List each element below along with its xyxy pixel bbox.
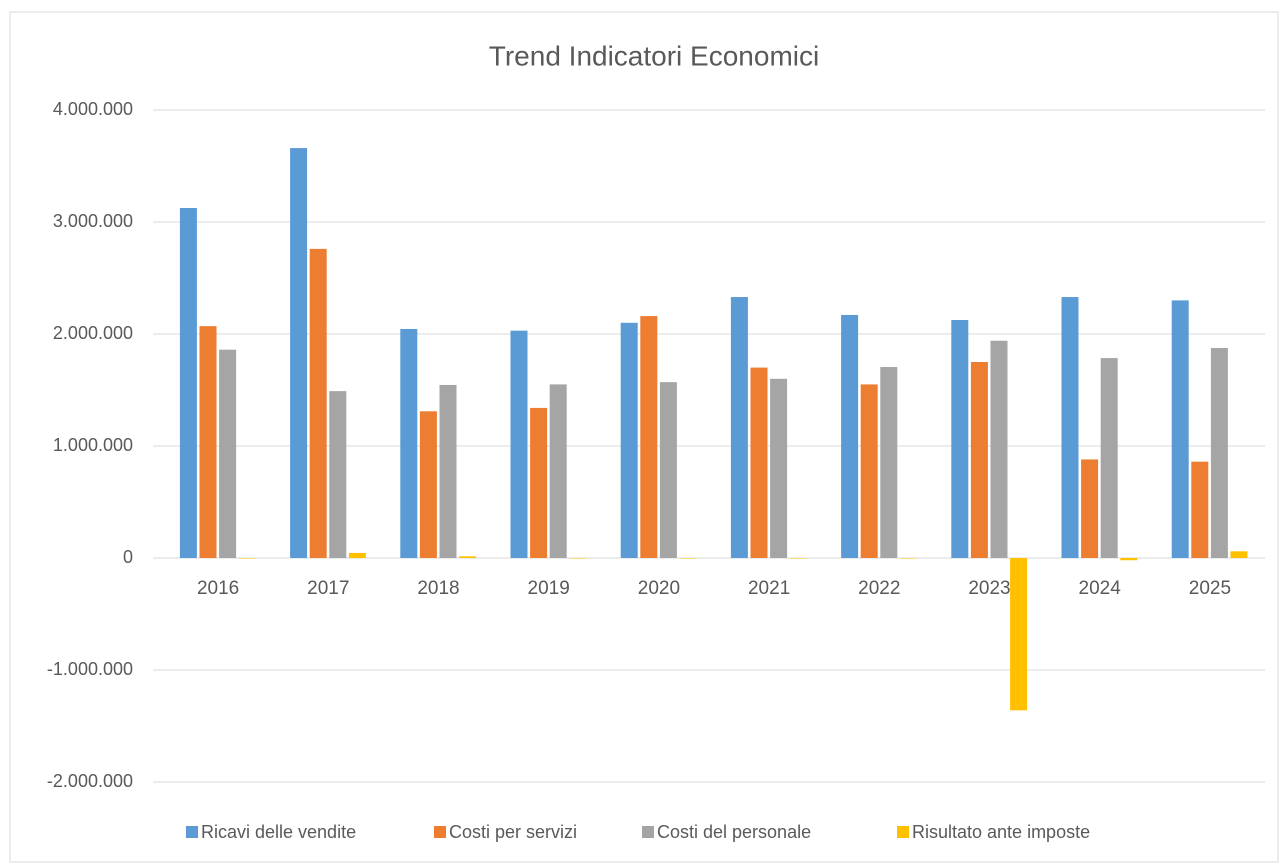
bar: [750, 367, 768, 558]
bar: [899, 558, 917, 559]
bar: [620, 322, 638, 558]
bar: [841, 314, 859, 558]
bar: [530, 407, 548, 558]
bar: [679, 558, 697, 559]
legend-label: Ricavi delle vendite: [201, 822, 356, 842]
bar: [179, 208, 197, 558]
bar: [1120, 558, 1138, 561]
bar: [459, 556, 477, 558]
bar: [329, 391, 347, 558]
x-tick-label: 2025: [1189, 578, 1231, 599]
bar: [789, 558, 807, 559]
legend-swatch: [434, 826, 446, 838]
bar: [860, 384, 878, 558]
bar: [951, 320, 969, 558]
bar: [569, 558, 587, 559]
bar: [659, 382, 677, 558]
bar: [1191, 461, 1209, 558]
legend-label: Risultato ante imposte: [912, 822, 1090, 842]
legend-swatch: [897, 826, 909, 838]
bar: [1100, 358, 1118, 558]
bar: [419, 411, 437, 558]
x-tick-label: 2024: [1079, 578, 1122, 599]
bar: [400, 328, 418, 558]
bar: [290, 148, 308, 558]
x-tick-label: 2019: [528, 578, 570, 599]
legend-label: Costi del personale: [657, 822, 811, 842]
bar: [880, 367, 898, 558]
bar: [1061, 297, 1079, 558]
y-tick-label: 0: [123, 547, 133, 567]
bar: [990, 340, 1008, 558]
bar: [1210, 348, 1228, 558]
bar: [219, 349, 237, 558]
bar: [730, 297, 748, 558]
bar: [439, 384, 457, 558]
chart-title: Trend Indicatori Economici: [489, 40, 819, 71]
bar: [510, 330, 528, 558]
bar: [1081, 459, 1099, 558]
bar: [309, 248, 327, 558]
bar: [348, 552, 366, 558]
y-tick-label: 2.000.000: [53, 323, 133, 343]
bar: [549, 384, 567, 558]
x-tick-label: 2020: [638, 578, 680, 599]
x-tick-label: 2018: [417, 578, 459, 599]
bar: [199, 326, 217, 558]
y-tick-label: 3.000.000: [53, 211, 133, 231]
bar: [1171, 300, 1189, 558]
y-tick-label: -2.000.000: [47, 771, 133, 791]
bar: [1230, 551, 1248, 558]
x-tick-label: 2017: [307, 578, 349, 599]
y-tick-label: 4.000.000: [53, 99, 133, 119]
x-tick-label: 2016: [197, 578, 239, 599]
bar: [640, 316, 658, 558]
y-tick-label: 1.000.000: [53, 435, 133, 455]
y-tick-label: -1.000.000: [47, 659, 133, 679]
x-tick-label: 2023: [968, 578, 1010, 599]
legend-swatch: [186, 826, 198, 838]
legend-label: Costi per servizi: [449, 822, 577, 842]
legend-swatch: [642, 826, 654, 838]
x-tick-label: 2021: [748, 578, 790, 599]
bar: [1010, 558, 1028, 711]
x-tick-label: 2022: [858, 578, 900, 599]
bar: [970, 362, 988, 558]
bar: [238, 558, 256, 559]
bar: [770, 378, 788, 558]
